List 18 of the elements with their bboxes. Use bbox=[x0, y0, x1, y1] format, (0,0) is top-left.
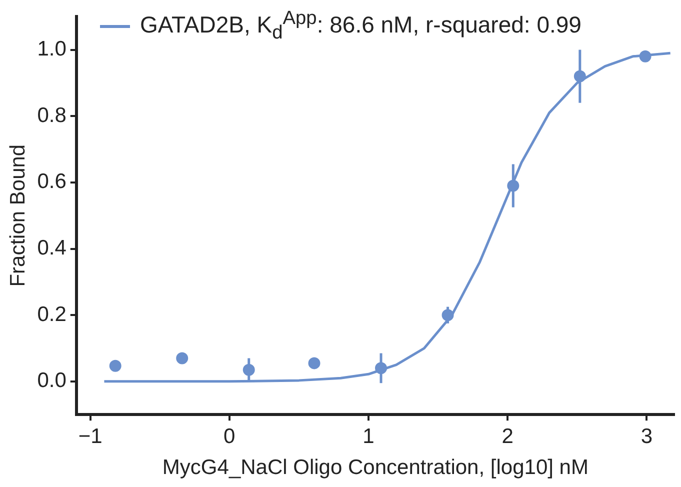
y-tick-label: 1.0 bbox=[37, 38, 66, 61]
x-tick-label: 0 bbox=[224, 424, 236, 448]
y-tick-label: 0.6 bbox=[37, 170, 66, 194]
y-tick-label: 0.2 bbox=[37, 302, 66, 326]
x-tick-label: 3 bbox=[640, 424, 653, 448]
point bbox=[176, 352, 188, 364]
x-tick-label: 1 bbox=[362, 424, 374, 448]
point bbox=[109, 360, 122, 372]
y-tick-label: 0.8 bbox=[37, 104, 66, 127]
x-axis-title: MycG4_NaCl Oligo Concentration, [log10] nM bbox=[162, 456, 588, 480]
y-tick-label: 0.0 bbox=[37, 369, 66, 392]
y-axis-title: Fraction Bound bbox=[6, 144, 30, 287]
x-tick-label: 2 bbox=[502, 424, 514, 448]
y-tick-label: 0.4 bbox=[37, 236, 67, 260]
point bbox=[639, 50, 652, 62]
x-tick-label: −1 bbox=[78, 424, 102, 448]
legend-label: GATAD2B, K$_{d}$$^{App}$: 86.6 nM, r-squared: 0.99 bbox=[140, 8, 582, 44]
point bbox=[308, 357, 320, 370]
